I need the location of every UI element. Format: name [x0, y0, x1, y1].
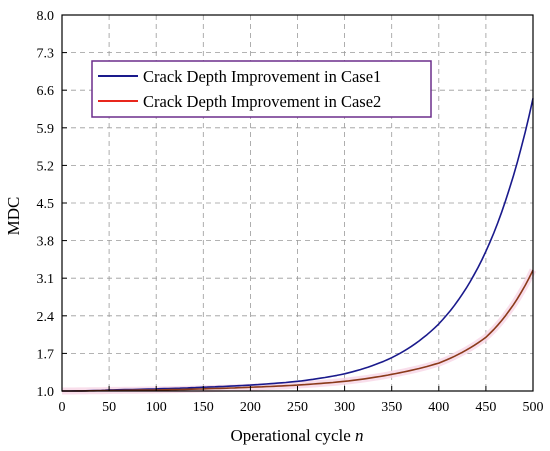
y-tick-label: 1.7	[37, 347, 55, 362]
y-tick-label: 2.4	[37, 310, 55, 325]
y-tick-label: 4.5	[37, 197, 55, 212]
x-tick-label: 250	[287, 400, 308, 415]
y-tick-label: 7.3	[37, 47, 55, 62]
legend-label-case2: Crack Depth Improvement in Case2	[143, 92, 381, 111]
legend[interactable]: Crack Depth Improvement in Case1 Crack D…	[91, 60, 432, 118]
y-axis-ticks: 1.0 1.7 2.4 3.1 3.8 4.5 5.2 5.9 6.6 7.3 8.0	[37, 9, 67, 400]
x-tick-label: 200	[240, 400, 261, 415]
x-axis-variable: n	[355, 426, 364, 445]
x-tick-label: 300	[334, 400, 355, 415]
y-tick-label: 6.6	[37, 84, 55, 99]
x-tick-label: 350	[381, 400, 402, 415]
y-axis-title: MDC	[4, 197, 23, 236]
x-tick-label: 500	[523, 400, 544, 415]
series-line-case1	[62, 98, 534, 392]
y-tick-label: 3.8	[37, 235, 55, 250]
y-tick-label: 3.1	[37, 272, 55, 287]
x-axis-label: Operational cycle	[230, 426, 350, 445]
series-lines	[62, 98, 537, 395]
legend-box	[91, 60, 432, 118]
x-tick-label: 50	[102, 400, 116, 415]
x-tick-label: 100	[146, 400, 167, 415]
y-tick-label: 1.0	[37, 385, 55, 400]
x-axis-ticks: 0 50 100 150 200 250 300 350 400 450 500	[59, 386, 544, 415]
x-tick-label: 400	[428, 400, 449, 415]
y-tick-label: 5.9	[37, 122, 55, 137]
y-tick-label: 5.2	[37, 159, 55, 174]
x-tick-label: 150	[193, 400, 214, 415]
x-tick-label: 0	[59, 400, 66, 415]
y-tick-label: 8.0	[37, 9, 55, 24]
x-axis-title: Operational cycle n	[230, 426, 363, 445]
legend-label-case1: Crack Depth Improvement in Case1	[143, 67, 381, 86]
series-line-case2	[62, 269, 534, 392]
x-tick-label: 450	[475, 400, 496, 415]
